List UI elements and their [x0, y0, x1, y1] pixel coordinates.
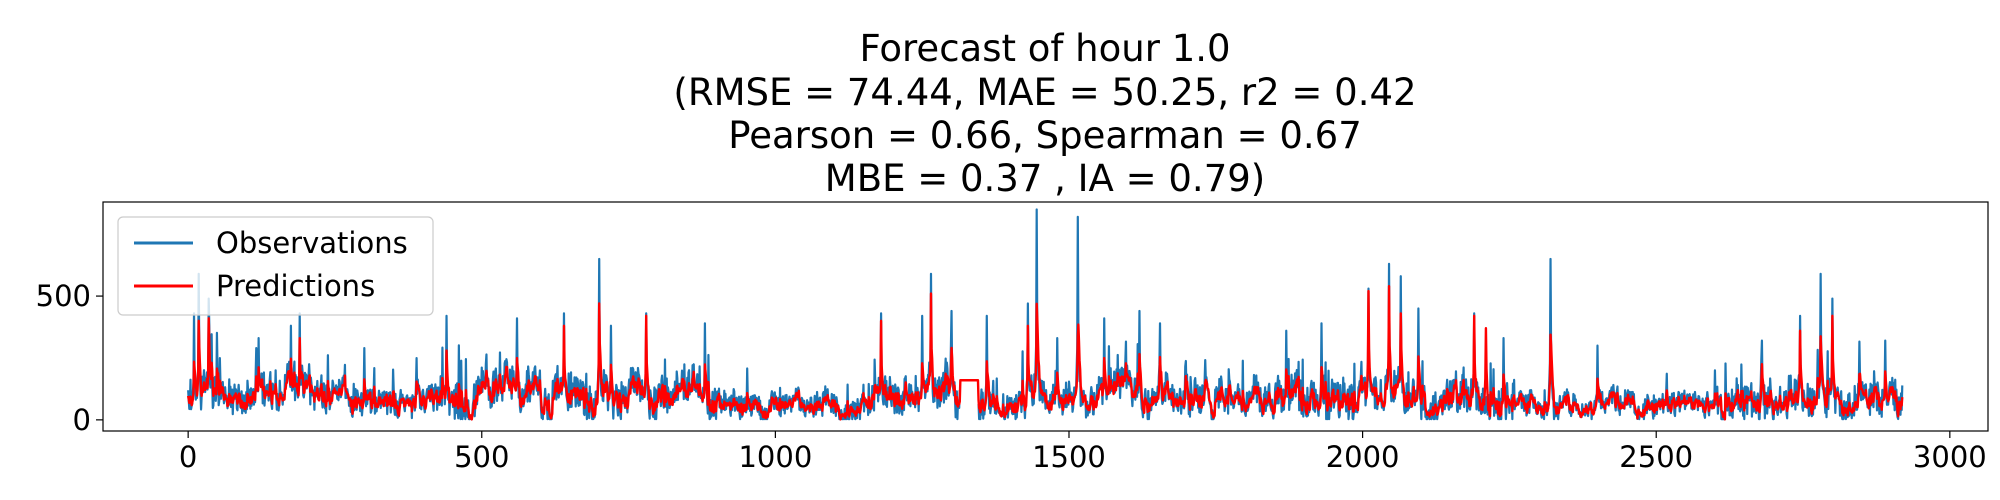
chart-title-line-3: Pearson = 0.66, Spearman = 0.67 [728, 114, 1361, 157]
chart-title-line-4: MBE = 0.37 , IA = 0.79) [825, 157, 1265, 200]
chart-title: Forecast of hour 1.0 (RMSE = 74.44, MAE … [673, 27, 1416, 200]
x-tick-label: 500 [454, 440, 509, 474]
x-tick-label: 1500 [1032, 440, 1106, 474]
x-tick-label: 2500 [1619, 440, 1693, 474]
series-layer [186, 208, 1904, 421]
y-tick-label: 0 [73, 403, 91, 437]
y-axis: 0 500 [36, 279, 103, 437]
legend-box [117, 216, 434, 316]
legend-predictions-label: Predictions [216, 269, 375, 303]
x-tick-label: 3000 [1913, 440, 1987, 474]
series-predictions-line [186, 284, 1904, 421]
x-tick-label: 0 [179, 440, 197, 474]
x-tick-label: 2000 [1326, 440, 1400, 474]
legend: Observations Predictions [117, 216, 434, 316]
x-tick-label: 1000 [738, 440, 812, 474]
chart-title-line-1: Forecast of hour 1.0 [859, 27, 1230, 70]
y-tick-label: 500 [36, 279, 91, 313]
x-axis: 0 500 1000 1500 2000 2500 3000 [179, 431, 1987, 474]
plot-frame [102, 201, 1989, 432]
legend-observations-label: Observations [216, 226, 408, 260]
chart-title-line-2: (RMSE = 74.44, MAE = 50.25, r2 = 0.42 [673, 71, 1416, 114]
